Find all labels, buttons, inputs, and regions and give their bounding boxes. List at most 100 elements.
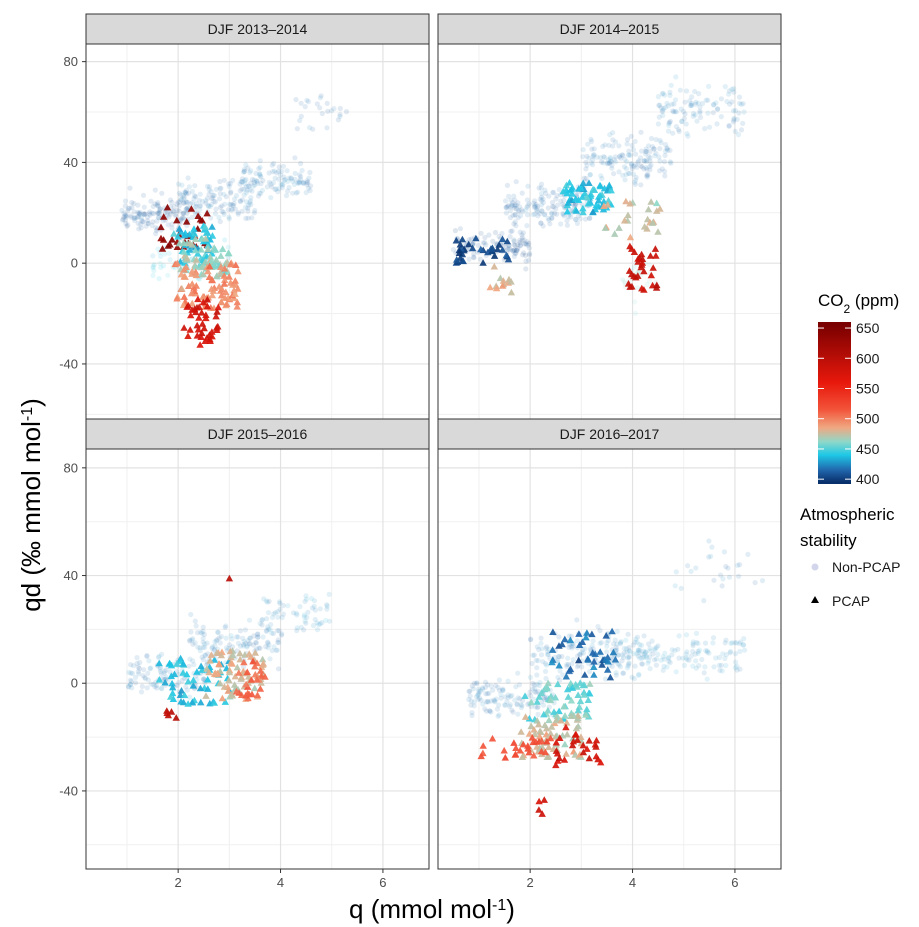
pcap-point [547, 692, 555, 700]
pcap-point [233, 663, 241, 671]
non-pcap-point [659, 166, 665, 172]
non-pcap-point [482, 706, 488, 712]
non-pcap-point [151, 262, 157, 268]
pcap-point [211, 262, 219, 270]
non-pcap-point [643, 653, 649, 659]
non-pcap-point [269, 162, 275, 168]
non-pcap-point [616, 169, 622, 175]
non-pcap-point [570, 657, 576, 663]
non-pcap-point [530, 652, 536, 658]
non-pcap-point [604, 649, 610, 655]
non-pcap-point [565, 655, 571, 661]
non-pcap-point [185, 199, 191, 205]
non-pcap-point [131, 209, 137, 215]
non-pcap-point [634, 639, 640, 645]
non-pcap-point [735, 562, 741, 569]
pcap-point [609, 648, 618, 656]
non-pcap-point [738, 101, 744, 107]
non-pcap-point [275, 639, 281, 646]
non-pcap-point [184, 210, 190, 216]
non-pcap-point [150, 203, 156, 209]
non-pcap-point [247, 200, 253, 206]
non-pcap-point [604, 640, 610, 646]
non-pcap-point [734, 667, 740, 673]
non-pcap-point [508, 197, 514, 203]
pcap-point [251, 684, 259, 692]
non-pcap-point [187, 694, 193, 700]
non-pcap-point [568, 643, 574, 650]
non-pcap-point [551, 211, 558, 217]
non-pcap-point [534, 209, 541, 215]
non-pcap-point [630, 642, 636, 648]
non-pcap-point [274, 647, 280, 653]
pcap-point [584, 656, 592, 663]
non-pcap-point [119, 207, 125, 213]
non-pcap-point [728, 648, 734, 655]
non-pcap-point [732, 107, 739, 114]
non-pcap-point [538, 181, 545, 187]
non-pcap-point [478, 688, 484, 694]
non-pcap-point [669, 652, 675, 658]
pcap-point [581, 671, 589, 678]
non-pcap-point [281, 177, 287, 183]
facet-strip [85, 13, 430, 45]
non-pcap-point [542, 211, 548, 217]
non-pcap-point [554, 211, 560, 217]
non-pcap-point [710, 635, 717, 641]
non-pcap-point [274, 170, 280, 176]
non-pcap-point [507, 693, 514, 700]
non-pcap-point [667, 147, 673, 153]
non-pcap-point [122, 198, 129, 204]
non-pcap-point [708, 553, 714, 559]
pcap-point [200, 324, 208, 332]
pcap-point [201, 337, 209, 344]
non-pcap-point [564, 663, 570, 669]
non-pcap-point [653, 150, 659, 156]
non-pcap-point [203, 662, 210, 668]
non-pcap-point [573, 216, 579, 223]
non-pcap-point [594, 154, 600, 160]
non-pcap-point [197, 648, 203, 654]
non-pcap-point [684, 131, 690, 137]
y-tick-label: 0 [71, 256, 78, 271]
pcap-point [585, 754, 593, 762]
pcap-point [624, 211, 632, 219]
non-pcap-point [529, 660, 535, 667]
non-pcap-point [619, 277, 626, 283]
non-pcap-point [480, 701, 486, 707]
pcap-point [163, 203, 172, 211]
non-pcap-point [656, 154, 662, 160]
non-pcap-point [157, 260, 163, 266]
pcap-point [596, 648, 604, 655]
pcap-point [598, 661, 606, 668]
non-pcap-point [239, 176, 245, 182]
non-pcap-point [683, 121, 689, 127]
non-pcap-point [131, 215, 138, 221]
non-pcap-point [229, 206, 235, 212]
non-pcap-point [711, 577, 717, 583]
non-pcap-point [271, 168, 278, 174]
non-pcap-point [666, 119, 673, 125]
non-pcap-point [145, 677, 151, 683]
non-pcap-point [531, 682, 538, 688]
non-pcap-point [513, 202, 520, 208]
non-pcap-point [306, 185, 312, 191]
non-pcap-point [733, 640, 740, 646]
pcap-point [572, 730, 580, 738]
pcap-point [638, 259, 647, 266]
pcap-point [220, 280, 229, 287]
non-pcap-point [213, 206, 219, 212]
non-pcap-point [167, 197, 174, 203]
non-pcap-point [507, 207, 513, 213]
pcap-point [186, 246, 194, 253]
non-pcap-point [283, 193, 290, 199]
non-pcap-point [558, 198, 564, 204]
non-pcap-point [683, 632, 690, 638]
non-pcap-point [540, 223, 546, 229]
pcap-point [199, 298, 207, 306]
non-pcap-point [241, 168, 247, 175]
panel-background [86, 44, 429, 437]
non-pcap-point [153, 225, 159, 231]
non-pcap-point [239, 197, 245, 203]
non-pcap-point [202, 652, 208, 658]
